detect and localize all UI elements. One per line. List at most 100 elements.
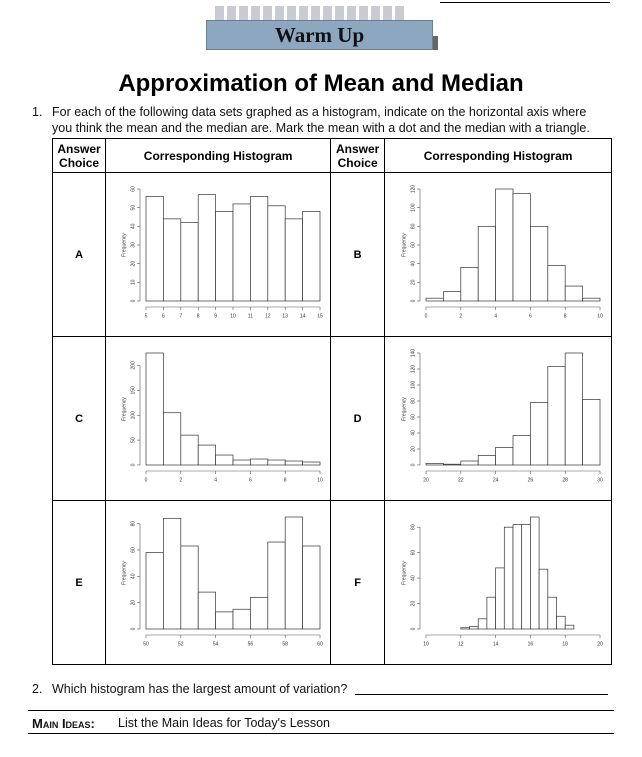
answer-line bbox=[355, 694, 608, 695]
y-tick-label: 40 bbox=[410, 575, 416, 581]
bar bbox=[512, 435, 531, 466]
bar bbox=[477, 225, 497, 302]
y-axis-label: Frequency bbox=[121, 233, 127, 257]
main-ideas-label: Main Ideas: bbox=[32, 716, 95, 731]
bar bbox=[443, 463, 462, 466]
x-tick-label: 7 bbox=[180, 313, 183, 319]
y-tick-label: 60 bbox=[410, 414, 416, 420]
x-tick-label: 16 bbox=[528, 641, 534, 647]
y-axis-label: Frequency bbox=[121, 561, 127, 585]
x-tick-label: 15 bbox=[317, 313, 323, 319]
x-tick-label: 5 bbox=[145, 313, 148, 319]
bar bbox=[180, 222, 199, 302]
x-tick-label: 11 bbox=[248, 313, 253, 319]
bar bbox=[556, 615, 566, 630]
bar bbox=[530, 402, 549, 466]
x-tick-label: 4 bbox=[494, 313, 497, 319]
x-tick-label: 58 bbox=[283, 641, 289, 647]
y-tick-label: 20 bbox=[130, 261, 136, 267]
instruction-line: you think the mean and the median are. M… bbox=[52, 121, 590, 135]
histogram-table: Answer Choice Corresponding Histogram An… bbox=[51, 138, 612, 665]
x-tick-label: 2 bbox=[459, 313, 462, 319]
bar bbox=[267, 205, 286, 302]
bar bbox=[547, 366, 566, 466]
bar bbox=[495, 188, 514, 302]
bar bbox=[145, 196, 164, 302]
title: Approximation of Mean and Median bbox=[118, 70, 524, 97]
bar bbox=[215, 211, 234, 302]
bar bbox=[495, 567, 505, 630]
y-tick-label: 0 bbox=[130, 299, 136, 302]
y-tick-label: 100 bbox=[410, 203, 416, 212]
banner: Warm Up bbox=[206, 20, 433, 50]
bar bbox=[582, 297, 601, 302]
x-tick-label: 14 bbox=[300, 313, 306, 319]
histogram-cell: 0 50 100 150 200 0 2 4 6 8 10 Frequency bbox=[105, 336, 332, 501]
y-tick-label: 20 bbox=[410, 279, 416, 285]
bar bbox=[250, 196, 269, 302]
bar bbox=[564, 624, 575, 630]
y-tick-label: 50 bbox=[130, 205, 136, 211]
y-tick-label: 20 bbox=[410, 446, 416, 452]
bar bbox=[250, 458, 269, 466]
x-tick-label: 26 bbox=[528, 477, 534, 483]
y-tick-label: 150 bbox=[130, 386, 136, 395]
bar bbox=[250, 597, 269, 630]
bar bbox=[547, 265, 566, 302]
question-number: 2. bbox=[32, 682, 43, 696]
bar bbox=[302, 545, 321, 630]
x-tick-label: 6 bbox=[162, 313, 165, 319]
y-axis-label: Frequency bbox=[401, 397, 407, 421]
x-tick-label: 8 bbox=[564, 313, 567, 319]
bar bbox=[180, 434, 199, 466]
bar bbox=[521, 524, 531, 630]
bar bbox=[512, 524, 523, 630]
bar bbox=[486, 596, 497, 630]
header-cell: Corresponding Histogram bbox=[384, 138, 612, 173]
histogram-cell: 0 20 40 60 80 100 120 140 20 22 24 26 28 30 Frequency bbox=[384, 336, 612, 501]
y-tick-label: 120 bbox=[410, 185, 416, 194]
question-number: 1. bbox=[32, 105, 43, 119]
histogram: 0 20 40 60 80 100 120 140 20 22 24 26 28 30 Frequency bbox=[401, 349, 603, 484]
bar bbox=[284, 218, 304, 302]
x-tick-label: 52 bbox=[178, 641, 184, 647]
bar bbox=[145, 552, 164, 630]
bar bbox=[425, 297, 444, 302]
x-tick-label: 56 bbox=[248, 641, 254, 647]
y-tick-label: 40 bbox=[410, 261, 416, 267]
x-tick-label: 6 bbox=[249, 477, 252, 483]
y-tick-label: 100 bbox=[410, 381, 416, 390]
bar bbox=[460, 627, 470, 630]
bar bbox=[302, 461, 321, 466]
y-tick-label: 0 bbox=[410, 463, 416, 466]
x-tick-label: 9 bbox=[214, 313, 217, 319]
separator bbox=[28, 733, 614, 734]
x-tick-label: 10 bbox=[230, 313, 236, 319]
answer-choice: C bbox=[51, 336, 107, 501]
y-tick-label: 120 bbox=[410, 365, 416, 374]
answer-choice: D bbox=[330, 336, 386, 501]
bar bbox=[425, 463, 444, 466]
x-tick-label: 20 bbox=[597, 641, 603, 647]
y-tick-label: 0 bbox=[130, 627, 136, 630]
y-tick-label: 60 bbox=[130, 547, 136, 553]
x-tick-label: 18 bbox=[562, 641, 568, 647]
bar bbox=[180, 545, 199, 630]
bar bbox=[504, 526, 514, 630]
table-row: E 0 20 40 60 80 50 52 54 56 58 60 Frequency F 0 20 40 60 8… bbox=[51, 500, 612, 665]
histogram-cell: 0 10 20 30 40 50 60 5 6 7 8 9 10 11 12 13 14 15 Frequency bbox=[105, 172, 332, 337]
y-axis-label: Frequency bbox=[401, 233, 407, 257]
x-tick-label: 8 bbox=[197, 313, 200, 319]
y-tick-label: 60 bbox=[410, 242, 416, 248]
bar bbox=[232, 203, 251, 302]
y-tick-label: 80 bbox=[130, 521, 136, 527]
histogram-cell: 0 20 40 60 80 50 52 54 56 58 60 Frequency bbox=[105, 500, 332, 665]
bar bbox=[215, 454, 234, 466]
y-tick-label: 10 bbox=[130, 279, 136, 285]
x-tick-label: 24 bbox=[493, 477, 499, 483]
x-tick-label: 10 bbox=[423, 641, 429, 647]
header-cell: Corresponding Histogram bbox=[105, 138, 332, 173]
bar bbox=[477, 618, 488, 630]
bar bbox=[477, 455, 497, 466]
bar bbox=[197, 194, 217, 302]
